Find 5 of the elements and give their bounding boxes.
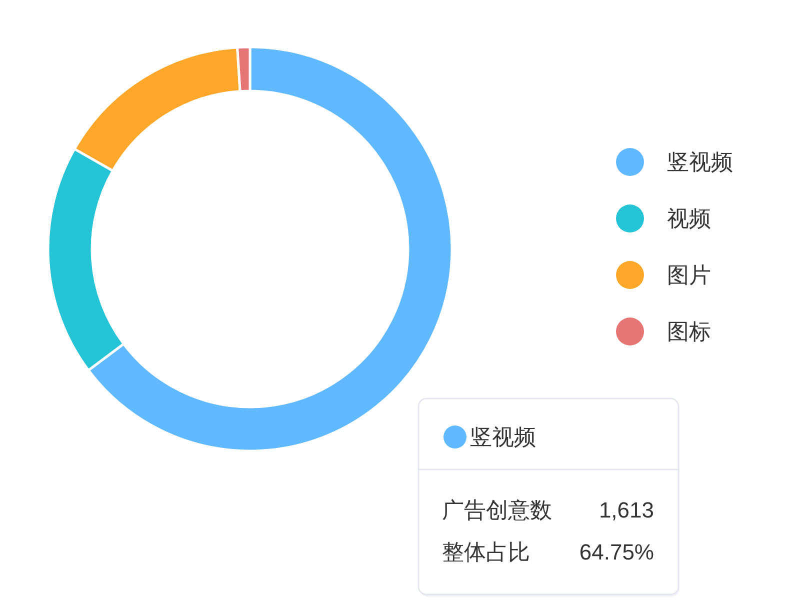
tooltip: 竖视频 广告创意数 1,613 整体占比 64.75% <box>418 398 680 596</box>
legend-label: 竖视频 <box>667 150 733 174</box>
legend-label: 图片 <box>667 262 711 288</box>
legend-label: 视频 <box>667 206 711 231</box>
legend-label: 图标 <box>667 319 711 344</box>
